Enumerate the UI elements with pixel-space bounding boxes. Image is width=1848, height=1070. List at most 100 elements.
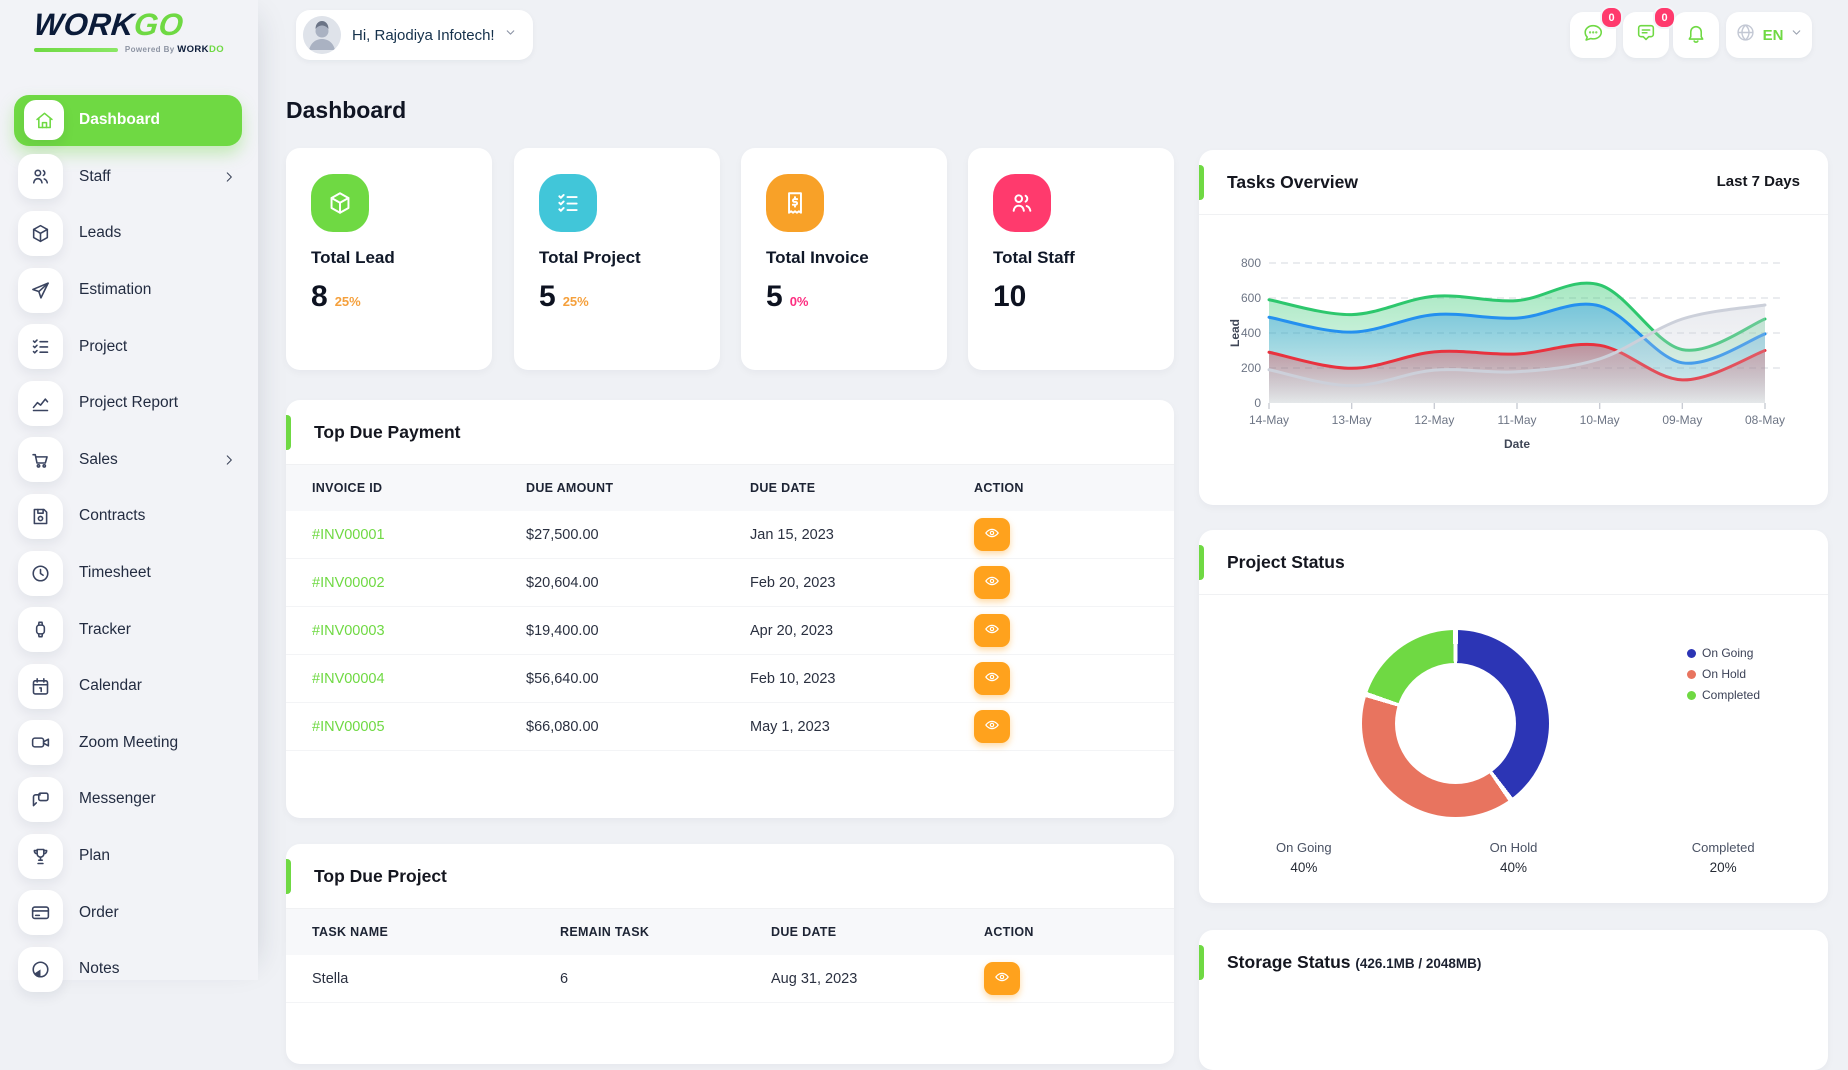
legend-label: On Going bbox=[1702, 646, 1754, 660]
svg-text:600: 600 bbox=[1241, 291, 1261, 305]
column-header-remain-task: REMAIN TASK bbox=[560, 925, 650, 939]
column-header-due-date: DUE DATE bbox=[771, 925, 837, 939]
eye-icon bbox=[984, 669, 1000, 688]
action-cell bbox=[974, 614, 1174, 647]
sidebar-item-plan[interactable]: Plan bbox=[0, 828, 258, 885]
eye-icon bbox=[984, 717, 1000, 736]
legend-label: On Hold bbox=[1702, 667, 1747, 681]
sidebar-item-label: Tracker bbox=[79, 620, 131, 638]
summary-percent: 20% bbox=[1709, 860, 1737, 875]
chat-badge: 0 bbox=[1600, 6, 1623, 29]
send-icon bbox=[18, 267, 63, 313]
svg-text:10-May: 10-May bbox=[1580, 413, 1620, 427]
sidebar: WORKGO Powered By WORKDO Dashboard Staff L… bbox=[0, 0, 258, 992]
table-row: #INV00002 $20,604.00 Feb 20, 2023 bbox=[286, 559, 1174, 607]
users-icon bbox=[18, 154, 63, 200]
tasks-area-chart: 800 600 400 200 0 14-May 13-May 12-May 11-May 10-… bbox=[1228, 230, 1809, 488]
sidebar-item-sales[interactable]: Sales bbox=[0, 432, 258, 489]
status-donut-chart bbox=[1362, 630, 1549, 817]
column-header-invoice-id: INVOICE ID bbox=[312, 481, 383, 495]
card-header: Top Due Payment bbox=[286, 400, 1174, 465]
invoice-link[interactable]: #INV00004 bbox=[312, 670, 385, 687]
sidebar-item-order[interactable]: Order bbox=[0, 884, 258, 941]
user-menu[interactable]: Hi, Rajodiya Infotech! bbox=[296, 10, 533, 60]
sidebar-item-staff[interactable]: Staff bbox=[0, 149, 258, 206]
invoice-link[interactable]: #INV00005 bbox=[312, 718, 385, 735]
sidebar-nav: Dashboard Staff Leads Estimation Project Proj… bbox=[0, 92, 258, 998]
view-button[interactable] bbox=[974, 710, 1010, 743]
stat-value: 10 bbox=[993, 280, 1027, 313]
table-header: INVOICE ID DUE AMOUNT DUE DATE ACTION bbox=[286, 465, 1174, 511]
column-header-action: ACTION bbox=[984, 925, 1034, 939]
accent-bar bbox=[286, 415, 291, 450]
tasks-overview-card: Tasks Overview Last 7 Days 800 600 400 200 0… bbox=[1199, 150, 1828, 505]
bell-button[interactable] bbox=[1673, 12, 1719, 58]
svg-text:08-May: 08-May bbox=[1745, 413, 1785, 427]
chat-notifications-button[interactable]: 0 bbox=[1570, 6, 1623, 58]
language-selector[interactable]: EN bbox=[1726, 12, 1812, 58]
sidebar-item-label: Notes bbox=[79, 960, 120, 978]
sidebar-item-messenger[interactable]: Messenger bbox=[0, 771, 258, 828]
action-cell bbox=[974, 710, 1174, 743]
chevron-down-icon bbox=[504, 26, 517, 44]
svg-text:200: 200 bbox=[1241, 361, 1261, 375]
remain-task: 6 bbox=[560, 970, 569, 987]
project-status-card: Project Status On Going On Hold Completed … bbox=[1199, 530, 1828, 903]
sidebar-item-calendar[interactable]: Calendar bbox=[0, 658, 258, 715]
sidebar-item-zoom-meeting[interactable]: Zoom Meeting bbox=[0, 715, 258, 772]
watch-icon bbox=[18, 607, 63, 653]
svg-text:0: 0 bbox=[1254, 396, 1261, 410]
chevron-right-icon bbox=[222, 453, 236, 467]
accent-bar bbox=[1199, 545, 1204, 580]
invoice-link[interactable]: #INV00003 bbox=[312, 622, 385, 639]
status-summary-completed: Completed 20% bbox=[1623, 840, 1823, 875]
view-button[interactable] bbox=[974, 662, 1010, 695]
due-date: Feb 20, 2023 bbox=[750, 574, 836, 591]
action-cell bbox=[974, 566, 1174, 599]
invoice-link[interactable]: #INV00002 bbox=[312, 574, 385, 591]
trend-icon bbox=[18, 380, 63, 426]
view-button[interactable] bbox=[974, 518, 1010, 551]
video-icon bbox=[18, 720, 63, 766]
logo-text: WORKGO bbox=[32, 7, 186, 42]
card-title: Tasks Overview bbox=[1227, 172, 1359, 192]
sidebar-item-project[interactable]: Project bbox=[0, 318, 258, 375]
sidebar-item-leads[interactable]: Leads bbox=[0, 205, 258, 262]
calendar-icon bbox=[18, 663, 63, 709]
view-button[interactable] bbox=[984, 962, 1020, 995]
sidebar-item-label: Project Report bbox=[79, 394, 179, 412]
pie-icon bbox=[18, 946, 63, 992]
eye-icon bbox=[984, 621, 1000, 640]
svg-text:13-May: 13-May bbox=[1332, 413, 1372, 427]
sidebar-item-contracts[interactable]: Contracts bbox=[0, 488, 258, 545]
legend-dot bbox=[1687, 690, 1696, 700]
workgo-logo[interactable]: WORKGO Powered By WORKDO bbox=[32, 7, 224, 55]
period-label: Last 7 Days bbox=[1716, 173, 1800, 190]
message-notifications-button[interactable]: 0 bbox=[1623, 6, 1676, 58]
sidebar-item-project-report[interactable]: Project Report bbox=[0, 375, 258, 432]
svg-text:14-May: 14-May bbox=[1249, 413, 1289, 427]
table-body: #INV00001 $27,500.00 Jan 15, 2023 #INV00002… bbox=[286, 511, 1174, 751]
sidebar-item-dashboard[interactable]: Dashboard bbox=[0, 92, 258, 149]
view-button[interactable] bbox=[974, 566, 1010, 599]
sidebar-item-timesheet[interactable]: Timesheet bbox=[0, 545, 258, 602]
action-cell bbox=[984, 962, 1174, 995]
svg-text:11-May: 11-May bbox=[1497, 413, 1536, 427]
legend-label: Completed bbox=[1702, 688, 1761, 702]
chat-dots-icon bbox=[1582, 22, 1604, 49]
sidebar-item-label: Sales bbox=[79, 450, 118, 468]
sidebar-item-estimation[interactable]: Estimation bbox=[0, 262, 258, 319]
svg-text:800: 800 bbox=[1241, 256, 1261, 270]
view-button[interactable] bbox=[974, 614, 1010, 647]
stat-value: 8 25% bbox=[311, 280, 361, 313]
sidebar-item-tracker[interactable]: Tracker bbox=[0, 601, 258, 658]
card-title: Top Due Payment bbox=[314, 422, 461, 442]
sidebar-item-notes[interactable]: Notes bbox=[0, 941, 258, 998]
due-date: Aug 31, 2023 bbox=[771, 970, 858, 987]
sidebar-item-label: Order bbox=[79, 903, 119, 921]
cube-icon bbox=[311, 174, 369, 232]
donut-hole bbox=[1395, 663, 1516, 784]
summary-label: Completed bbox=[1691, 840, 1755, 855]
chat-icon bbox=[18, 776, 63, 822]
invoice-link[interactable]: #INV00001 bbox=[312, 526, 385, 543]
